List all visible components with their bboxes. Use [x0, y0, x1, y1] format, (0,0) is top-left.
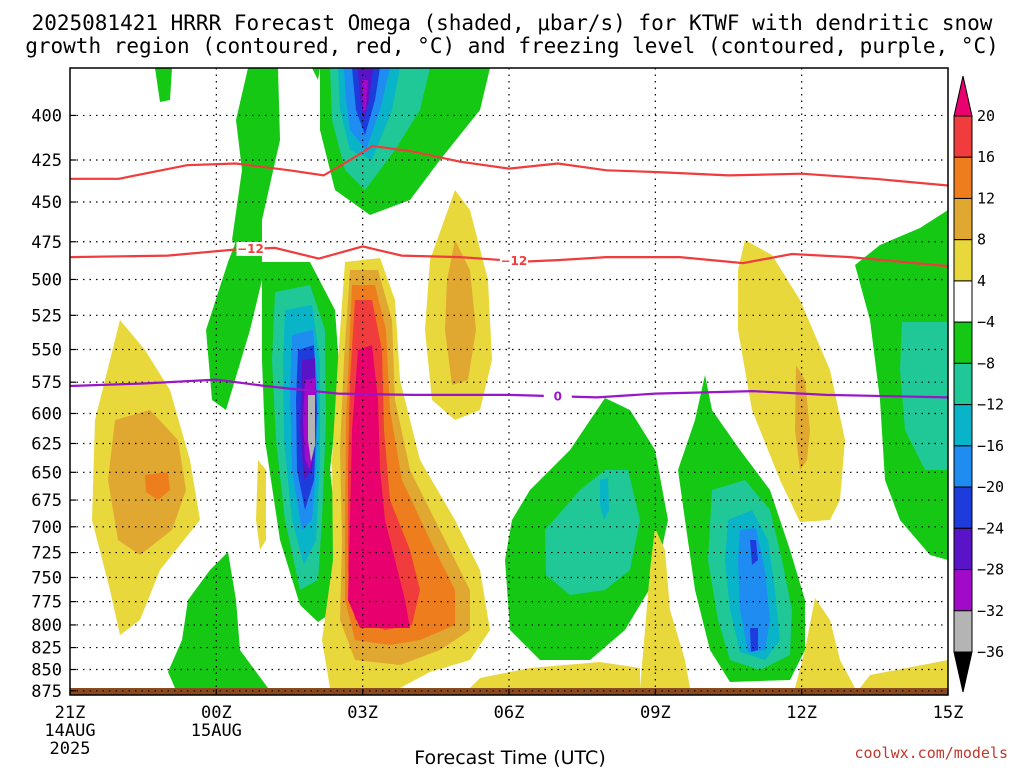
- y-tick-label: 575: [31, 373, 62, 393]
- y-tick-label: 850: [31, 661, 62, 681]
- isotherm-label: −12: [500, 254, 527, 268]
- contour-label-bg: [236, 241, 265, 256]
- y-tick-label: 400: [31, 106, 62, 126]
- omega-region: [362, 80, 368, 112]
- y-tick-label: 500: [31, 270, 62, 290]
- colorbar-tick-label: −24: [977, 519, 1004, 537]
- colorbar: 20 16 12 8 4 −4 −8 −12 −16 −20 −24 −28 −32 −36: [953, 75, 1004, 693]
- colorbar-swatch: [953, 280, 973, 323]
- colorbar-tick-label: 20: [977, 107, 995, 125]
- x-tick-label: 03Z: [347, 703, 378, 723]
- colorbar-swatch: [953, 321, 973, 364]
- colorbar-swatch: [953, 156, 973, 199]
- x-tick-sublabel: 2025: [50, 739, 91, 759]
- y-tick-label: 700: [31, 518, 62, 538]
- colorbar-swatch: [953, 239, 973, 282]
- colorbar-tick-label: −8: [977, 354, 995, 372]
- x-tick-label: 09Z: [640, 703, 671, 723]
- freezing-level-label: 0: [554, 389, 562, 403]
- omega-region: [860, 660, 948, 688]
- colorbar-tick-label: 12: [977, 189, 995, 207]
- omega-region: [308, 395, 315, 462]
- y-tick-label: 775: [31, 593, 62, 613]
- omega-region: [738, 528, 770, 652]
- x-tick-sublabel: 15AUG: [191, 721, 242, 741]
- isotherm-contours: −12 −12 0: [70, 144, 948, 404]
- x-tick-label: 21Z: [55, 703, 86, 723]
- snow-growth-isotherm: [70, 144, 948, 187]
- colorbar-swatch: [953, 527, 973, 571]
- y-tick-label: 450: [31, 193, 62, 213]
- omega-region: [145, 472, 170, 500]
- colorbar-extension-bottom: [953, 651, 973, 693]
- colorbar-swatch: [953, 115, 973, 158]
- y-tick-label: 875: [31, 682, 62, 702]
- colorbar-tick-label: 4: [977, 272, 986, 290]
- x-tick-label: 06Z: [494, 703, 525, 723]
- y-tick-label: 425: [31, 151, 62, 171]
- contour-label-bg: [499, 253, 528, 268]
- colorbar-tick-label: −16: [977, 437, 1004, 455]
- colorbar-swatch: [953, 445, 973, 488]
- colorbar-tick-label: −4: [977, 313, 995, 331]
- y-axis: 400 425 450 475 500 525 550 575 600 625 650 675 700 7…: [31, 106, 76, 702]
- credit-text: coolwx.com/models: [854, 744, 1008, 762]
- omega-region: [470, 662, 640, 688]
- y-tick-label: 625: [31, 434, 62, 454]
- x-tick-label: 12Z: [786, 703, 817, 723]
- colorbar-swatch: [953, 569, 973, 612]
- y-tick-label: 600: [31, 404, 62, 424]
- x-tick-sublabel: 14AUG: [44, 721, 95, 741]
- y-tick-label: 750: [31, 569, 62, 589]
- colorbar-tick-label: −28: [977, 561, 1004, 579]
- contour-label-bg: [543, 389, 572, 404]
- y-tick-label: 800: [31, 616, 62, 636]
- x-tick-label: 00Z: [201, 703, 232, 723]
- freezing-level-line: [70, 378, 948, 399]
- y-tick-label: 725: [31, 544, 62, 564]
- colorbar-extension-top: [953, 75, 973, 117]
- omega-region: [206, 210, 262, 410]
- omega-region: [738, 240, 845, 522]
- omega-region: [445, 240, 476, 385]
- y-tick-label: 675: [31, 491, 62, 511]
- colorbar-tick-label: −32: [977, 602, 1004, 620]
- colorbar-swatch: [953, 486, 973, 529]
- colorbar-tick-label: 8: [977, 231, 986, 249]
- omega-region: [600, 478, 609, 520]
- colorbar-tick-label: −36: [977, 643, 1004, 661]
- x-tick-label: 15Z: [933, 703, 964, 723]
- omega-region: [545, 470, 640, 595]
- chart-title-line2: growth region (contoured, red, °C) and f…: [25, 34, 999, 58]
- omega-region: [168, 552, 268, 688]
- isotherm-label: −12: [237, 242, 264, 256]
- colorbar-tick-label: −12: [977, 396, 1004, 414]
- x-axis-label: Forecast Time (UTC): [414, 747, 605, 768]
- colorbar-swatch: [953, 610, 973, 653]
- chart-title-line1: 2025081421 HRRR Forecast Omega (shaded, …: [32, 11, 993, 35]
- omega-region: [155, 68, 172, 102]
- y-tick-label: 475: [31, 233, 62, 253]
- omega-region: [795, 598, 855, 688]
- colorbar-swatch: [953, 362, 973, 406]
- colorbar-tick-label: −20: [977, 478, 1004, 496]
- omega-region: [640, 528, 690, 688]
- y-tick-label: 525: [31, 306, 62, 326]
- colorbar-swatch: [953, 197, 973, 241]
- y-tick-label: 550: [31, 341, 62, 361]
- y-tick-label: 825: [31, 639, 62, 659]
- omega-region: [232, 68, 280, 260]
- omega-region: [348, 345, 410, 628]
- colorbar-tick-label: 16: [977, 148, 995, 166]
- colorbar-swatch: [953, 404, 973, 447]
- omega-region: [750, 628, 758, 652]
- y-tick-label: 650: [31, 463, 62, 483]
- omega-shading: [70, 68, 948, 695]
- omega-region: [256, 460, 266, 550]
- omega-region: [312, 68, 320, 80]
